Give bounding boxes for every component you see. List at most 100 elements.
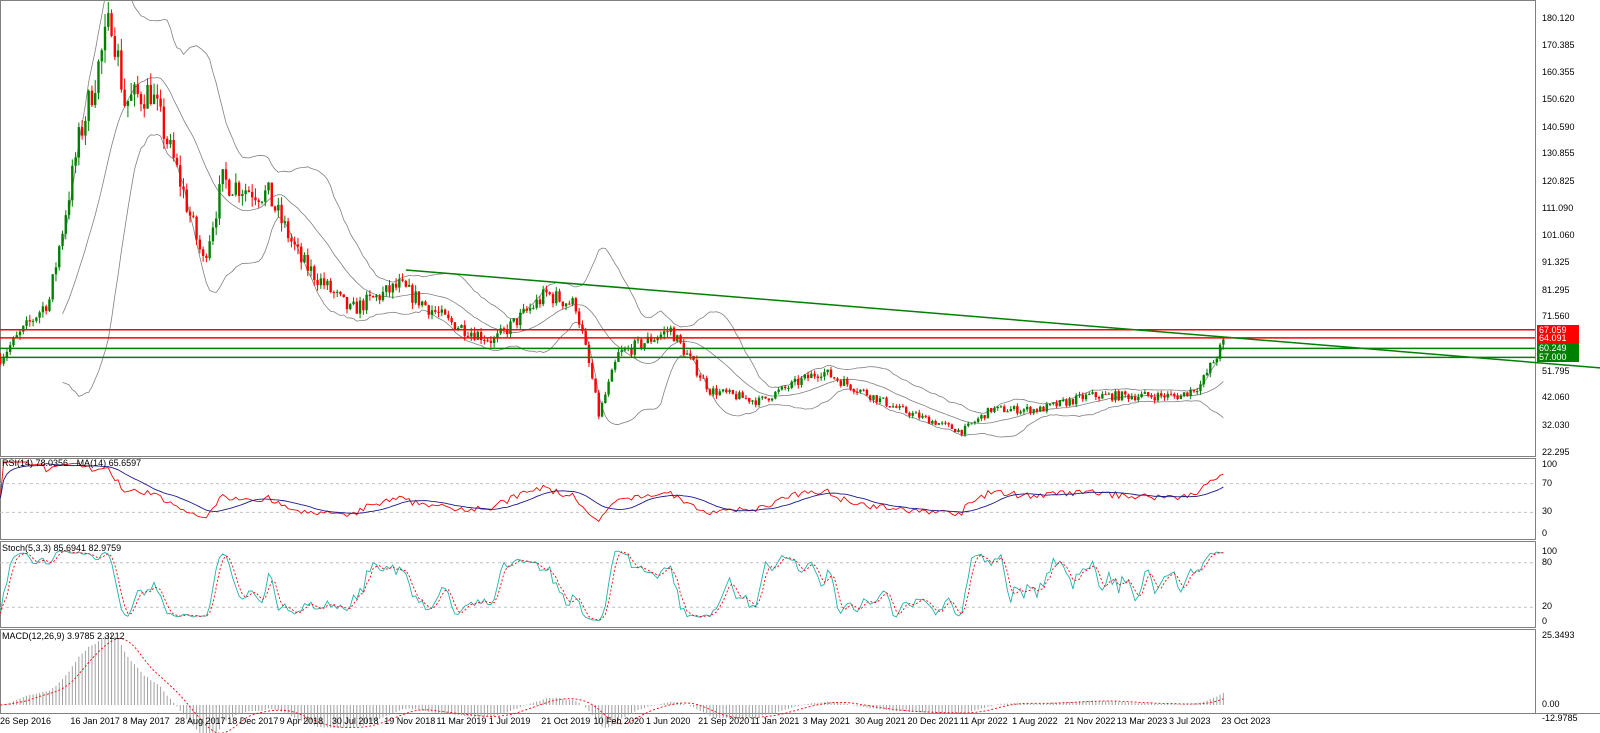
candle <box>1209 362 1212 378</box>
candle <box>1016 403 1019 416</box>
indicator-tick: 80 <box>1542 556 1553 567</box>
candle <box>545 285 548 297</box>
price-tick: 81.295 <box>1542 284 1570 295</box>
candle <box>414 285 417 305</box>
candle <box>1006 409 1009 413</box>
candle <box>833 377 836 380</box>
candle <box>198 235 202 254</box>
macd-signal-line <box>0 638 1224 733</box>
candle <box>790 380 793 390</box>
band-middle <box>62 77 1224 424</box>
candle <box>862 388 865 392</box>
candle <box>277 197 280 218</box>
candle <box>957 428 960 433</box>
candle <box>666 326 669 338</box>
candle <box>568 300 571 305</box>
candle <box>107 2 110 31</box>
level-price-tag: 60.249 <box>1537 343 1579 354</box>
candle <box>71 159 74 207</box>
candle <box>764 396 767 399</box>
candle <box>649 333 653 345</box>
candle <box>1045 401 1048 414</box>
candle <box>152 83 156 105</box>
date-tick: 3 Jul 2023 <box>1169 716 1211 726</box>
price-tick: 130.855 <box>1542 148 1575 159</box>
candle <box>757 395 761 408</box>
candle <box>407 278 411 288</box>
candle <box>371 295 375 298</box>
candle <box>496 329 499 343</box>
candle <box>1094 391 1098 401</box>
candle <box>882 397 885 400</box>
candle <box>162 98 166 149</box>
candle <box>1160 390 1163 399</box>
level-lines[interactable] <box>0 269 1600 369</box>
candle <box>264 185 267 207</box>
candle <box>1048 403 1052 407</box>
date-tick: 9 Apr 2018 <box>279 716 324 726</box>
candle <box>332 290 336 299</box>
date-tick: 11 Apr 2022 <box>959 716 1008 726</box>
candle <box>515 318 519 329</box>
candle <box>1042 405 1045 412</box>
candle <box>1097 395 1101 402</box>
candle <box>963 423 967 437</box>
date-tick: 10 Feb 2020 <box>593 716 645 726</box>
candle <box>257 198 260 208</box>
candle <box>607 378 610 397</box>
indicator-tick: 0.00 <box>1542 699 1560 709</box>
candle <box>800 376 803 388</box>
candle <box>1150 393 1153 399</box>
candle <box>358 296 362 319</box>
candle <box>231 193 234 196</box>
candle <box>506 324 509 338</box>
candle <box>110 9 113 38</box>
candle <box>1179 393 1183 400</box>
trendline[interactable] <box>405 269 1600 369</box>
candle <box>708 388 712 396</box>
candle <box>319 273 323 289</box>
candle <box>970 423 973 425</box>
candle <box>1173 392 1176 399</box>
candle <box>891 403 895 408</box>
candle <box>751 399 754 405</box>
candle <box>512 318 515 323</box>
candle <box>479 327 483 345</box>
candle <box>973 420 977 425</box>
candle <box>234 173 238 197</box>
candle <box>1019 409 1022 415</box>
candle <box>228 178 231 197</box>
candle <box>339 291 342 297</box>
candle <box>172 132 175 162</box>
candle <box>1130 393 1133 400</box>
candle <box>182 178 185 199</box>
candle <box>1055 400 1058 409</box>
candle <box>885 396 888 408</box>
candle <box>705 375 708 393</box>
candle <box>587 341 591 367</box>
candle <box>31 318 35 327</box>
candle <box>849 384 852 391</box>
indicator-tick: 30 <box>1542 506 1553 517</box>
candle <box>51 273 54 303</box>
candle <box>421 300 424 308</box>
candle <box>427 304 430 319</box>
candle <box>967 421 970 428</box>
candle <box>349 303 352 311</box>
candle <box>947 422 950 427</box>
rsi-ma-line <box>0 463 1224 514</box>
candle <box>430 305 434 320</box>
candle <box>273 205 277 213</box>
candle <box>934 419 937 426</box>
price-tick: 32.030 <box>1542 419 1570 430</box>
date-tick: 26 Sep 2016 <box>0 716 52 726</box>
candle <box>1078 391 1081 399</box>
candle <box>267 181 270 195</box>
candle <box>604 391 607 404</box>
candle <box>1166 391 1169 401</box>
candle <box>156 84 159 111</box>
indicator-tick: -12.9785 <box>1542 713 1578 723</box>
rsi-line <box>0 461 1224 523</box>
candle <box>901 403 905 408</box>
